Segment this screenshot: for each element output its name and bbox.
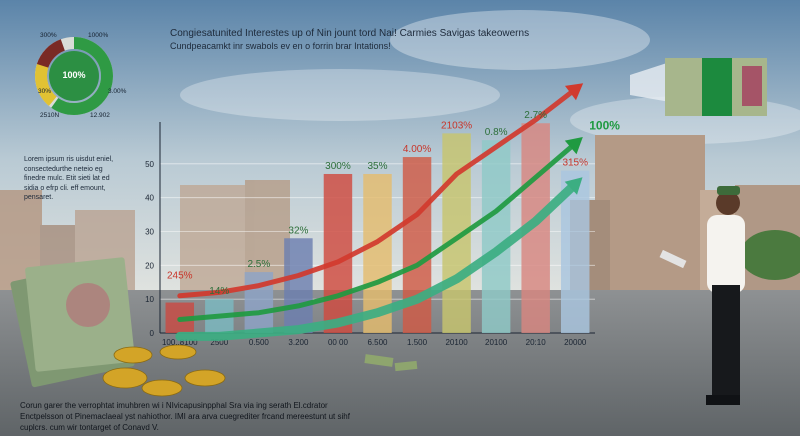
y-tick-label: 40	[145, 194, 154, 203]
x-tick-label: 6.500	[367, 338, 388, 347]
data-label: 32%	[288, 225, 308, 236]
donut-label: 1000%	[88, 32, 109, 39]
x-tick-label: 1.500	[407, 338, 428, 347]
gold-coins	[102, 344, 226, 397]
series-arrowhead	[564, 83, 584, 101]
data-label: 245%	[167, 271, 193, 282]
banknote-stack-left	[10, 257, 135, 388]
data-label: 2.5%	[247, 259, 270, 270]
x-tick-label: 20000	[564, 338, 587, 347]
side-paragraph: Lorem ipsum ris uisdut eniel, consectedu…	[24, 156, 114, 201]
x-tick-label: 00 00	[328, 338, 349, 347]
scattered-notes	[364, 354, 418, 372]
data-label: 2103%	[441, 120, 472, 131]
y-tick-label: 10	[145, 295, 154, 304]
series-arrowhead	[564, 177, 583, 195]
series-arrowhead	[564, 137, 583, 155]
y-tick-label: 20	[145, 261, 154, 270]
x-tick-label: 100..8100	[162, 338, 198, 347]
money-banner-top-right	[630, 58, 767, 116]
donut-label: 30%	[38, 88, 52, 95]
donut-center-label: 100%	[62, 70, 86, 80]
page-subline: Cundpeacamkt inr swabols ev en o forrin …	[170, 41, 391, 51]
y-tick-label: 50	[145, 160, 154, 169]
donut-chart	[35, 37, 113, 115]
data-label: 35%	[367, 161, 387, 172]
x-tick-label: 3.200	[288, 338, 309, 347]
data-label: 0.8%	[485, 127, 508, 138]
bar	[284, 238, 313, 333]
series-line	[175, 179, 580, 341]
series-line	[177, 86, 578, 299]
end-label: 100%	[589, 119, 620, 133]
x-tick-label: 0.500	[249, 338, 270, 347]
x-tick-label: 20100	[485, 338, 508, 347]
bottom-caption: Corun garer the verrophtat imuhbren wi i…	[20, 401, 350, 432]
donut-label: 2510N	[40, 112, 60, 119]
donut-label: 3.00%	[108, 88, 127, 95]
series-line	[177, 141, 578, 322]
y-tick-label: 30	[145, 228, 154, 237]
x-tick-label: 20100	[445, 338, 468, 347]
page-headline: Congiesatunited Interestes up of Nin jou…	[170, 28, 530, 39]
donut-label: 300%	[40, 32, 57, 39]
donut-label: 12.902	[90, 112, 110, 119]
data-label: 300%	[325, 161, 351, 172]
x-tick-label: 20:10	[526, 338, 547, 347]
y-tick-label: 0	[150, 329, 155, 338]
person-figure	[659, 186, 745, 405]
bar	[481, 140, 511, 333]
data-label: 2.7%	[524, 110, 547, 121]
data-label: 14%	[209, 286, 229, 297]
data-label: 315%	[562, 158, 588, 169]
x-tick-label: 2500	[210, 338, 228, 347]
data-label: 4.00%	[403, 144, 431, 155]
bar-chart: 0 10 20 30 40 50 100..8100 2500 0.500 3.200 00 00 6…	[145, 83, 620, 347]
bar	[323, 173, 353, 333]
